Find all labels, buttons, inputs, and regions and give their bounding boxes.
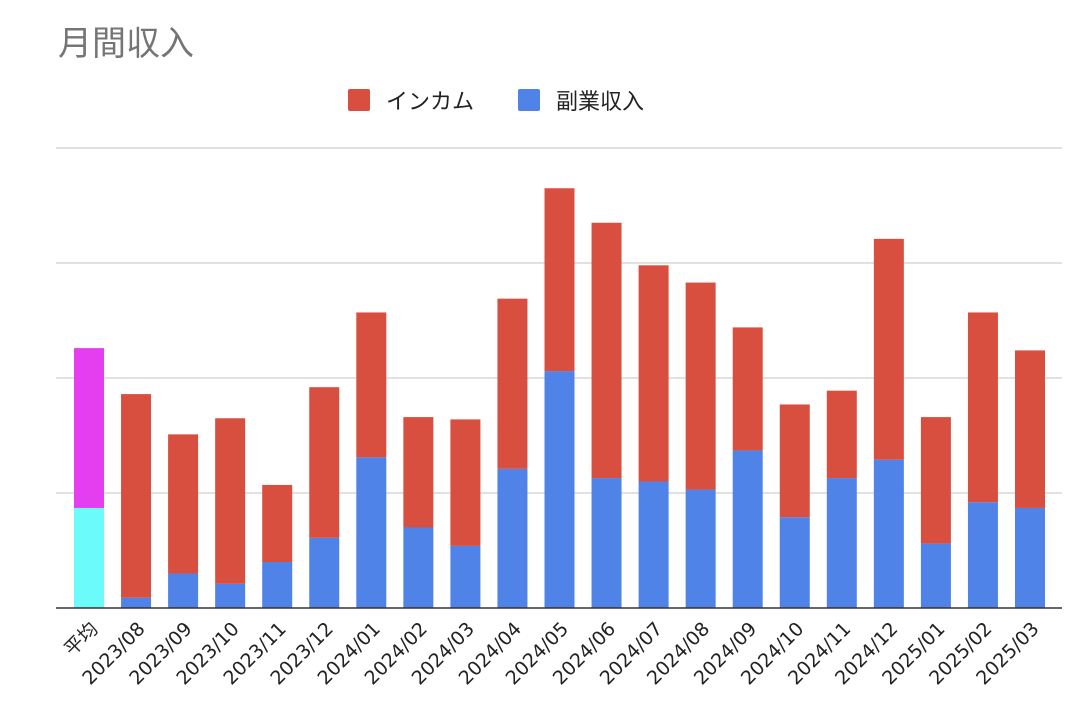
legend-item-side-income: 副業収入: [518, 84, 644, 116]
bar-income-17: [873, 238, 904, 460]
bar-side-income-10: [544, 371, 575, 608]
bar-side-income-19: [967, 502, 998, 608]
bar-income-1: [121, 394, 152, 598]
bar-side-income-3: [215, 583, 246, 608]
bar-side-income-0: [74, 507, 104, 608]
bar-income-9: [497, 298, 528, 469]
legend-label-income: インカム: [386, 90, 475, 115]
legend-swatch-income: [348, 89, 370, 111]
bar-side-income-12: [638, 481, 669, 608]
bar-income-10: [544, 188, 575, 372]
bar-income-2: [168, 434, 199, 574]
bar-side-income-5: [309, 537, 340, 608]
bar-side-income-20: [1015, 507, 1045, 608]
bar-income-13: [685, 282, 716, 490]
bar-income-7: [403, 417, 434, 528]
bar-side-income-18: [920, 543, 951, 608]
bar-income-14: [732, 327, 763, 451]
bar-side-income-8: [450, 545, 481, 608]
bar-side-income-13: [685, 489, 716, 608]
bar-income-15: [779, 404, 810, 518]
legend-swatch-side-income: [518, 89, 540, 111]
bar-income-6: [356, 312, 387, 458]
bar-income-8: [450, 419, 481, 546]
bar-side-income-17: [873, 459, 904, 608]
bar-side-income-14: [732, 450, 763, 608]
bar-income-5: [309, 387, 340, 538]
bar-side-income-2: [168, 573, 199, 608]
legend-label-side-income: 副業収入: [556, 90, 645, 115]
bar-income-12: [638, 265, 669, 482]
bar-side-income-4: [262, 562, 293, 608]
bar-side-income-1: [121, 597, 152, 608]
bar-side-income-15: [779, 517, 810, 608]
bar-income-0: [74, 348, 104, 508]
legend-item-income: インカム: [348, 84, 474, 116]
bar-side-income-6: [356, 457, 387, 608]
bar-side-income-9: [497, 468, 528, 608]
bar-income-20: [1015, 350, 1045, 508]
legend: インカム 副業収入: [0, 84, 1076, 116]
bar-income-18: [920, 417, 951, 544]
bar-side-income-11: [591, 478, 622, 608]
bar-income-11: [591, 222, 622, 479]
bar-side-income-7: [403, 527, 434, 608]
chart-title: 月間収入: [58, 24, 194, 64]
x-tick-label-0: 平均: [60, 618, 102, 660]
bar-income-16: [826, 390, 857, 479]
bar-income-4: [262, 484, 293, 562]
bar-side-income-16: [826, 478, 857, 608]
bar-income-3: [215, 418, 246, 584]
bar-income-19: [967, 312, 998, 503]
